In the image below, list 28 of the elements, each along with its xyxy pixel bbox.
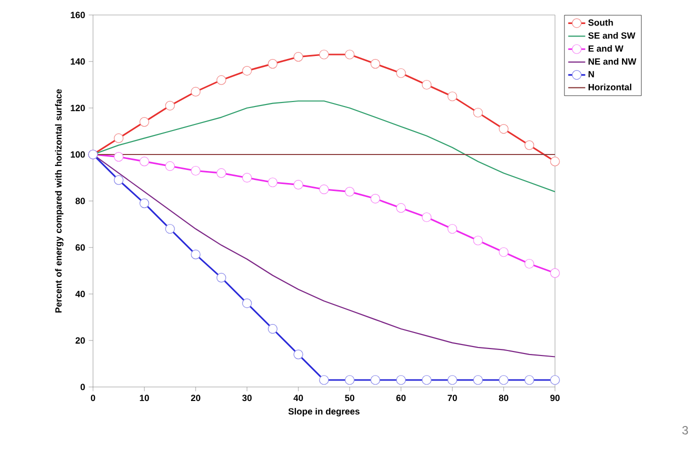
legend-label: NE and NW: [588, 58, 636, 65]
x-tick-label: 70: [448, 394, 457, 402]
y-tick-label: 60: [76, 244, 85, 251]
x-tick-label: 50: [344, 394, 354, 402]
x-axis-title: Slope in degrees: [288, 408, 360, 416]
x-tick-label: 20: [191, 394, 200, 402]
legend-label: E and W: [588, 45, 624, 52]
text: 3: [682, 426, 688, 434]
x-tick-label: 40: [293, 394, 303, 402]
legend-label: SE and SW: [588, 32, 636, 39]
y-tick-label: 120: [70, 104, 85, 112]
legend-label: South: [588, 19, 613, 26]
legend-label: N: [588, 71, 594, 78]
y-tick-label: 160: [70, 12, 85, 18]
y-tick-label: 80: [76, 198, 85, 204]
x-tick-label: 60: [396, 394, 406, 402]
x-tick-label: 90: [550, 394, 560, 402]
y-tick-label: 100: [70, 151, 85, 158]
y-tick-label: 20: [76, 337, 85, 344]
y-tick-label: 0: [80, 384, 85, 390]
x-tick-label: 80: [498, 394, 508, 402]
x-tick-label: 10: [140, 394, 149, 402]
x-tick-label: 0: [90, 394, 96, 402]
x-tick-label: 30: [242, 394, 252, 402]
y-axis-title: Percent of energy compared with horizontal surface: [55, 89, 64, 312]
y-tick-label: 140: [70, 58, 85, 65]
y-tick-label: 40: [75, 290, 85, 298]
legend-label: Horizontal: [588, 84, 632, 90]
